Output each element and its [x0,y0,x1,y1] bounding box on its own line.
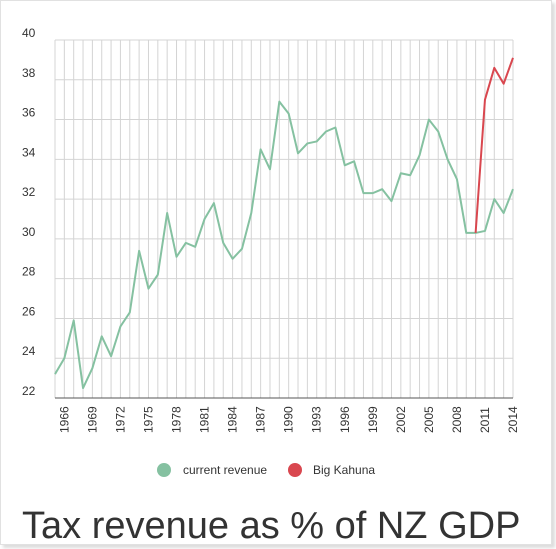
legend-label-current-revenue: current revenue [183,463,267,477]
x-tick-label: 1978 [170,406,184,433]
y-tick-label: 40 [22,26,36,40]
series-line-big-kahuna [474,57,514,233]
x-tick-label: 1993 [310,406,324,433]
x-axis-ticks: 1966 1969 1972 1975 1978 1981 1984 1987 1990 1993… [57,406,520,433]
y-tick-label: 38 [22,66,36,80]
y-tick-label: 26 [22,304,36,318]
x-tick-label: 1987 [254,406,268,433]
x-tick-label: 1969 [85,406,99,433]
legend-marker-current-revenue [157,463,171,477]
x-tick-label: 2014 [506,406,520,433]
x-tick-label: 2005 [422,406,436,433]
y-tick-label: 28 [22,265,36,279]
y-tick-label: 30 [22,225,36,239]
y-tick-label: 24 [22,344,36,358]
legend-marker-big-kahuna [288,463,302,477]
y-axis-ticks: 22 24 26 28 30 32 34 36 38 40 [22,26,36,398]
x-tick-label: 1996 [338,406,352,433]
y-tick-label: 36 [22,106,36,120]
series-lines [54,57,514,390]
x-tick-label: 2002 [394,406,408,433]
y-tick-label: 22 [22,384,36,398]
grid-lines [54,39,514,399]
x-tick-label: 1972 [113,406,127,433]
x-tick-label: 1984 [226,406,240,433]
legend-label-big-kahuna: Big Kahuna [313,463,375,477]
x-tick-label: 1975 [141,406,155,433]
x-tick-label: 1990 [282,406,296,433]
series-line-current-revenue [54,100,514,390]
x-tick-label: 1999 [366,406,380,433]
x-tick-label: 1981 [198,406,212,433]
legend: current revenue Big Kahuna [157,463,375,477]
y-tick-label: 32 [22,185,36,199]
chart-title: Tax revenue as % of NZ GDP [22,505,521,547]
x-tick-label: 2011 [478,407,492,433]
y-tick-label: 34 [22,145,36,159]
x-tick-label: 2008 [450,406,464,433]
x-tick-label: 1966 [57,406,71,433]
